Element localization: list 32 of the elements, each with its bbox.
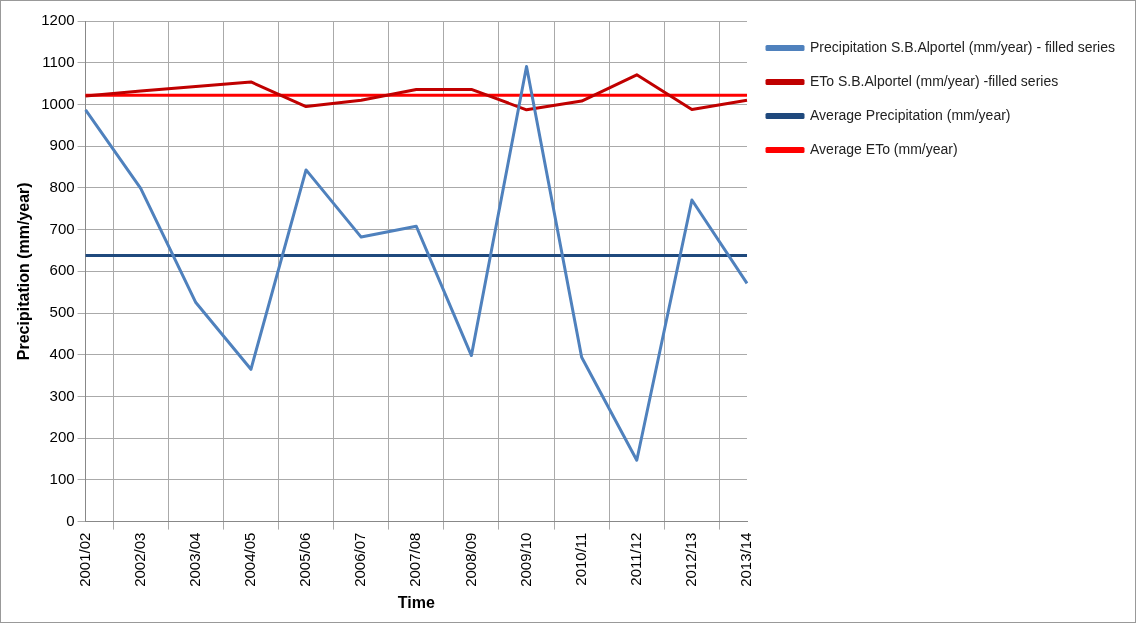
y-tick-label: 100 xyxy=(49,470,75,487)
x-tick-label: 2002/03 xyxy=(130,532,148,587)
y-tick-label: 700 xyxy=(49,219,75,237)
x-tick-label: 2003/04 xyxy=(185,532,203,587)
x-tick-label: 2006/07 xyxy=(351,532,369,587)
y-tick-label: 1200 xyxy=(41,11,75,29)
y-tick-label: 500 xyxy=(49,303,75,321)
y-tick-label: 1100 xyxy=(42,52,75,70)
y-tick-label: 800 xyxy=(49,178,75,195)
legend-label: Average Precipitation (mm/year) xyxy=(810,106,1011,123)
x-tick-label: 2005/06 xyxy=(296,532,314,587)
y-tick-label: 200 xyxy=(49,428,75,446)
x-tick-label: 2004/05 xyxy=(241,532,259,587)
y-axis-title: Precipitation (mm/year) xyxy=(15,182,33,361)
y-tick-label: 1000 xyxy=(41,94,75,112)
legend-label: ETo S.B.Alportel (mm/year) -filled series xyxy=(810,72,1059,89)
x-tick-label: 2007/08 xyxy=(406,532,424,587)
x-tick-label: 2008/09 xyxy=(461,532,479,587)
x-tick-label: 2013/14 xyxy=(737,532,755,587)
x-tick-label: 2012/13 xyxy=(682,532,700,587)
y-tick-label: 0 xyxy=(66,511,75,529)
legend-label: Precipitation S.B.Alportel (mm/year) - filled series xyxy=(810,38,1116,55)
y-tick-label: 600 xyxy=(49,261,75,279)
x-tick-label: 2011/12 xyxy=(626,532,644,586)
y-tick-label: 900 xyxy=(49,136,75,154)
y-tick-label: 400 xyxy=(49,344,75,362)
legend-label: Average ETo (mm/year) xyxy=(810,140,958,157)
x-axis-title: Time xyxy=(397,593,435,611)
y-tick-label: 300 xyxy=(49,386,75,404)
x-tick-label: 2009/10 xyxy=(516,532,534,587)
x-tick-label: 2010/11 xyxy=(571,532,589,586)
x-tick-label: 2001/02 xyxy=(75,532,93,587)
